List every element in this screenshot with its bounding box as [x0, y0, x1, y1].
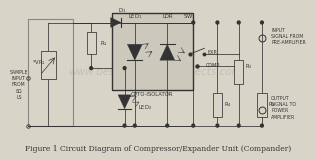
Circle shape: [192, 124, 195, 127]
Text: LED$_2$: LED$_2$: [137, 103, 152, 112]
Circle shape: [166, 124, 169, 127]
Bar: [234, 60, 243, 84]
Circle shape: [216, 124, 219, 127]
Text: LDR: LDR: [162, 14, 173, 19]
Bar: [112, 13, 193, 90]
Circle shape: [192, 21, 195, 24]
Text: R$_2$: R$_2$: [245, 62, 253, 71]
Text: www.bestengineringprojects.com: www.bestengineringprojects.com: [68, 67, 242, 77]
Circle shape: [133, 124, 136, 127]
Circle shape: [237, 21, 240, 24]
Text: R$_3$: R$_3$: [268, 100, 276, 109]
Text: R$_4$: R$_4$: [224, 100, 232, 109]
Text: LED$_1$: LED$_1$: [128, 12, 142, 21]
Bar: [213, 93, 222, 117]
Text: *VR$_1$: *VR$_1$: [32, 58, 46, 67]
Text: SW$_1$: SW$_1$: [183, 12, 196, 21]
Text: COMP.: COMP.: [205, 63, 220, 68]
Bar: [41, 51, 56, 79]
Text: R$_1$: R$_1$: [100, 39, 108, 48]
Text: Figure 1 Circuit Diagram of Compressor/Expander Unit (Compander): Figure 1 Circuit Diagram of Compressor/E…: [25, 145, 291, 153]
Text: SAMPLE
INPUT
FROM
8Ω
LS: SAMPLE INPUT FROM 8Ω LS: [9, 70, 28, 100]
Circle shape: [216, 21, 219, 24]
Text: EXP.: EXP.: [207, 50, 217, 55]
Text: OUTPUT
SIGNAL TO
POWER
AMPLIFIER: OUTPUT SIGNAL TO POWER AMPLIFIER: [271, 96, 296, 120]
Polygon shape: [160, 44, 175, 60]
Circle shape: [123, 67, 126, 70]
Polygon shape: [118, 95, 131, 109]
Circle shape: [123, 124, 126, 127]
Polygon shape: [111, 17, 121, 28]
Text: D$_1$: D$_1$: [118, 6, 126, 15]
Text: INPUT
SIGNAL FROM
PRE-AMPLIFIER: INPUT SIGNAL FROM PRE-AMPLIFIER: [271, 28, 306, 45]
Polygon shape: [127, 44, 142, 60]
Circle shape: [237, 124, 240, 127]
Bar: [87, 32, 96, 54]
Bar: [28, 19, 73, 126]
Circle shape: [261, 124, 263, 127]
Circle shape: [261, 21, 263, 24]
Bar: [257, 93, 267, 117]
Text: OPTO-ISOLATOR: OPTO-ISOLATOR: [131, 92, 173, 97]
Circle shape: [90, 67, 93, 70]
